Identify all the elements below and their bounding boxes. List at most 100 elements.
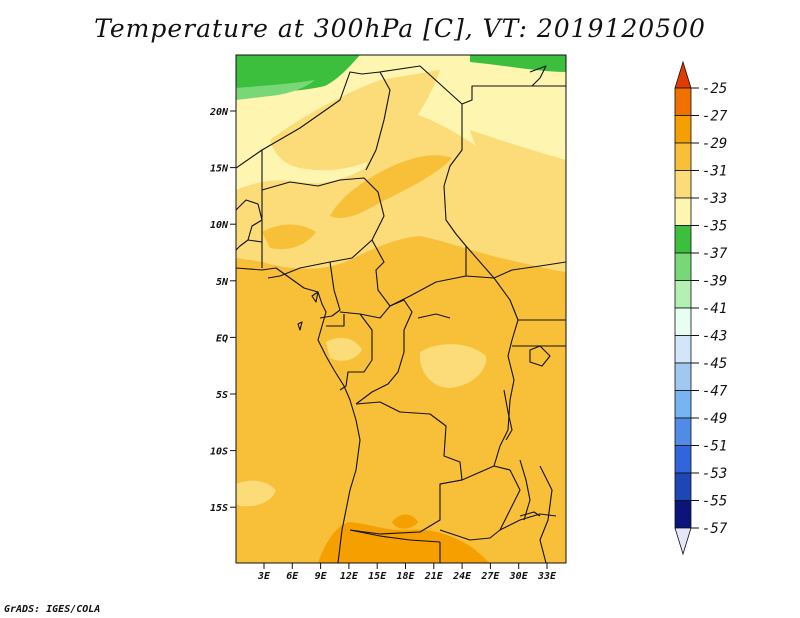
border-line [319, 261, 341, 319]
colorbar-label: -37 [702, 246, 728, 262]
longitude-axis: 3E 6E 9E 12E 15E 18E 21E 24E 27E 30E 33E [257, 563, 557, 582]
border-line [493, 277, 519, 467]
colorbar-swatch [674, 197, 692, 226]
colorbar-swatch [674, 252, 692, 281]
lat-label: 15S [210, 503, 228, 514]
colorbar-label: -43 [702, 329, 727, 345]
colorbar-swatch [674, 115, 692, 144]
colorbar-label: -51 [702, 439, 727, 455]
border-line [439, 465, 521, 541]
lat-label: EQ [216, 333, 228, 344]
colorbar: -25 -27 -29 -31 -33 -35 -37 -39 -41 -43 -45 -47 -49 -… [674, 60, 728, 556]
colorbar-label: -33 [702, 191, 727, 207]
field-streak-region [330, 155, 452, 219]
colorbar-label: -47 [702, 384, 728, 400]
border-line [355, 299, 413, 405]
colorbar-label: -35 [702, 219, 727, 235]
colorbar-swatch [674, 445, 692, 474]
colorbar-swatch [674, 472, 692, 501]
lake-outline [519, 459, 531, 521]
colorbar-label: -45 [702, 356, 727, 372]
field-region-27 [392, 514, 418, 529]
field-region-35 [236, 55, 360, 94]
lon-label: 12E [340, 571, 359, 582]
colorbar-label: -25 [702, 81, 727, 97]
field-patch-31 [236, 480, 276, 507]
colorbar-label: -55 [702, 494, 727, 510]
latitude-axis: 20N 15N 10N 5N EQ 5S 10S 15S [209, 107, 236, 514]
river-line [417, 313, 451, 319]
lon-label: 24E [452, 571, 472, 582]
colorbar-label: -31 [702, 164, 727, 180]
colorbar-label: -41 [702, 301, 727, 317]
island-outline [311, 291, 319, 303]
colorbar-label: -53 [702, 466, 727, 482]
field-region-37 [236, 80, 315, 100]
border-line [499, 513, 557, 531]
lon-label: 3E [257, 571, 271, 582]
colorbar-swatch [674, 500, 692, 529]
field-patch-31 [419, 344, 487, 388]
lon-label: 30E [509, 571, 529, 582]
colorbar-swatch [674, 225, 692, 254]
lon-label: 33E [537, 571, 557, 582]
colorbar-swatch [674, 390, 692, 419]
colorbar-label: -39 [702, 274, 727, 290]
border-line [365, 71, 391, 171]
field-region-31 [470, 130, 566, 205]
temperature-field [236, 55, 566, 563]
border-line [461, 85, 566, 105]
lake-outline [519, 511, 541, 517]
border-line [443, 185, 566, 279]
grads-credit: GrADS: IGES/COLA [4, 604, 101, 615]
colorbar-bottom-arrow [674, 527, 692, 556]
lat-label: 20N [209, 107, 229, 118]
lon-label: 21E [424, 571, 444, 582]
lat-label: 10S [210, 447, 228, 458]
lat-label: 10N [210, 220, 229, 231]
colorbar-top-arrow [674, 60, 692, 89]
lat-label: 15N [210, 164, 229, 175]
field-region-31 [270, 70, 440, 171]
colorbar-swatch [674, 170, 692, 199]
border-line [339, 305, 391, 319]
border-line [539, 465, 553, 563]
lon-label: 18E [396, 571, 415, 582]
field-streak-region [262, 224, 316, 250]
colorbar-label: -49 [702, 411, 727, 427]
colorbar-label: -27 [702, 109, 728, 125]
border-line [349, 529, 441, 543]
coastline [529, 65, 547, 87]
colorbar-swatch [674, 362, 692, 391]
lon-label: 9E [315, 571, 328, 582]
field-patch-31 [326, 337, 362, 361]
border-line [236, 199, 263, 251]
lat-label: 5N [216, 277, 229, 288]
map-frame [235, 54, 567, 564]
border-line [349, 401, 463, 535]
colorbar-swatch [674, 142, 692, 171]
border-line [247, 239, 263, 243]
colorbar-swatch [674, 417, 692, 446]
island-outline [297, 321, 303, 331]
coastline [236, 267, 361, 563]
map-title: Temperature at 300hPa [C], VT: 201912050… [94, 14, 706, 43]
border-line [339, 313, 373, 391]
border-line [379, 65, 463, 187]
lon-label: 27E [480, 571, 500, 582]
lake-outline [503, 389, 513, 441]
lake-outline [529, 345, 551, 367]
lat-label: 5S [216, 390, 228, 401]
lon-label: 15E [368, 571, 387, 582]
colorbar-swatch [674, 87, 692, 116]
lon-label: 6E [286, 571, 299, 582]
colorbar-label: -57 [702, 521, 728, 537]
colorbar-swatch [674, 307, 692, 336]
colorbar-swatch [674, 280, 692, 309]
border-line [326, 314, 345, 327]
colorbar-swatch [674, 335, 692, 364]
colorbar-label: -29 [702, 136, 727, 152]
border-line [261, 177, 385, 279]
